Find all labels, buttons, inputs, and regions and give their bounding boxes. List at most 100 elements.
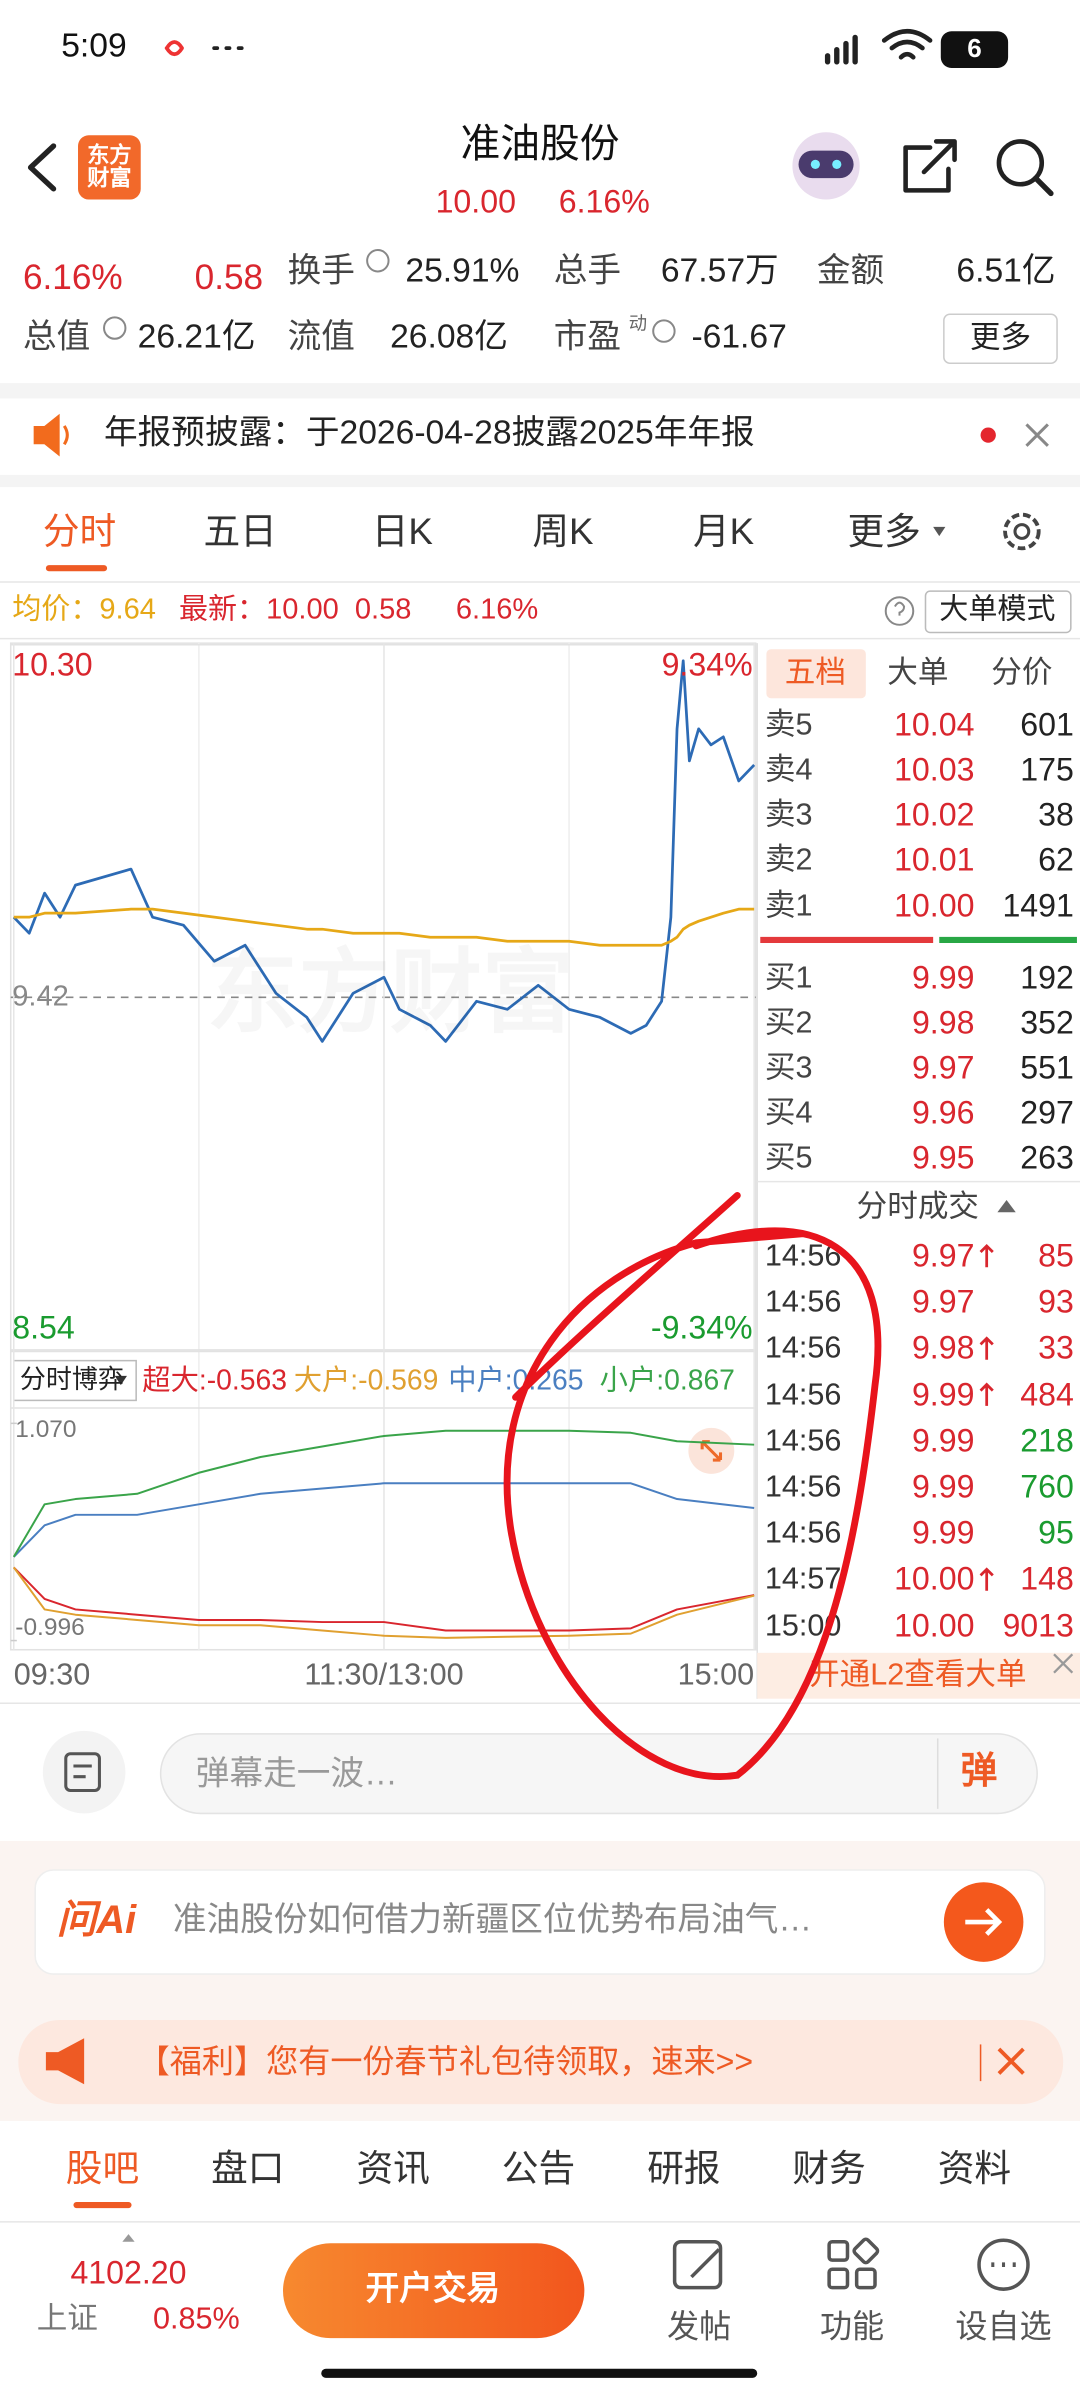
book-volume: 263 — [1020, 1139, 1074, 1176]
book-level: 卖4 — [764, 752, 813, 787]
series-line — [13, 1482, 755, 1558]
function-icon[interactable] — [827, 2239, 850, 2262]
series-line — [12, 1566, 755, 1639]
indicator-title[interactable]: 分时博弈 — [19, 1363, 124, 1394]
l2-link[interactable]: 开通L2查看大单 — [809, 1657, 1027, 1692]
app-logo — [78, 135, 141, 200]
header-change: 6.16% — [558, 183, 650, 220]
book-price: 9.98 — [911, 1004, 975, 1041]
y2-tick-label: 9.34% — [661, 646, 753, 683]
book-level: 买5 — [764, 1140, 813, 1175]
big-order-mode-button[interactable] — [924, 590, 1072, 634]
book-level: 买1 — [764, 959, 813, 994]
more-button[interactable]: 更多 — [969, 320, 1032, 355]
ai-question[interactable]: 准油股份如何借力新疆区位优势布局油气… — [172, 1902, 813, 1940]
section-tab[interactable]: 研报 — [647, 2148, 721, 2190]
book-price: 10.02 — [894, 796, 975, 833]
section-tab[interactable]: 股吧 — [65, 2148, 140, 2190]
danmaku-settings[interactable] — [42, 1730, 126, 1814]
close-notice[interactable] — [1025, 423, 1049, 447]
open-account-button[interactable] — [283, 2243, 585, 2339]
chart-tab[interactable]: 五日 — [203, 511, 277, 553]
chart-tab[interactable]: 月K — [692, 511, 755, 553]
section-tab[interactable]: 盘口 — [211, 2148, 285, 2190]
series-line — [13, 907, 755, 947]
book-volume: 352 — [1020, 1004, 1074, 1041]
action-label[interactable]: 设自选 — [955, 2308, 1052, 2345]
post-icon[interactable] — [672, 2239, 723, 2290]
change-amount: 0.58 — [194, 258, 264, 298]
chart-tab[interactable]: 周K — [532, 511, 594, 553]
danmaku-placeholder[interactable]: 弹幕走一波… — [195, 1755, 398, 1793]
up-arrow — [979, 1382, 994, 1406]
trade-price: 10.00 — [894, 1560, 975, 1597]
promo-text[interactable]: 【福利】您有一份春节礼包待领取，速来>> — [137, 2043, 754, 2080]
trades-title[interactable]: 分时成交 — [856, 1189, 980, 1224]
dropdown-icon — [933, 526, 946, 537]
book-price: 9.96 — [911, 1094, 975, 1131]
book-volume: 1491 — [1002, 887, 1074, 924]
book-volume: 175 — [1020, 751, 1074, 788]
chart-tab[interactable]: 分时 — [42, 511, 117, 553]
settings-button[interactable] — [1003, 512, 1041, 551]
book-tab[interactable]: 五档 — [784, 655, 846, 690]
section-tab[interactable]: 财务 — [792, 2148, 866, 2190]
quote-label: 总手 — [553, 252, 622, 290]
trade-volume: 85 — [1038, 1237, 1074, 1274]
book-tab[interactable]: 分价 — [991, 655, 1053, 690]
ai-question-box[interactable] — [34, 1869, 1046, 1975]
more-button[interactable] — [943, 313, 1058, 364]
legend-entry: 中户:0.265 — [448, 1363, 584, 1396]
close-promo[interactable] — [997, 2047, 1025, 2075]
index-name: 上证 — [36, 2301, 98, 2336]
series-line — [13, 1566, 755, 1632]
up-arrow — [979, 1567, 994, 1591]
trade-price: 9.99 — [911, 1468, 975, 1505]
last-price: 最新：10.00 — [178, 593, 339, 626]
quote-value: -61.67 — [691, 318, 787, 356]
open-account-label[interactable]: 开户交易 — [365, 2270, 501, 2308]
book-volume: 62 — [1038, 842, 1074, 878]
action-label[interactable]: 功能 — [819, 2308, 885, 2345]
book-level: 卖1 — [764, 888, 813, 923]
mode-label[interactable]: 大单模式 — [939, 593, 1056, 626]
section-tab[interactable]: 资讯 — [356, 2148, 430, 2190]
chart-tab[interactable]: 更多 — [847, 511, 921, 553]
indicator-select[interactable] — [13, 1359, 137, 1402]
y-tick-label: 10.30 — [12, 646, 93, 683]
watchlist-icon[interactable] — [977, 2238, 1030, 2291]
clock: 5:09 — [61, 28, 127, 66]
quote-label: 流值 — [287, 318, 355, 356]
active-book-tab[interactable] — [766, 649, 866, 699]
danmaku-input[interactable] — [159, 1733, 1038, 1815]
stock-name: 准油股份 — [460, 122, 620, 167]
notice-text: 年报预披露：于2026-04-28披露2025年年报 — [104, 415, 755, 453]
info-pct: 6.16% — [455, 593, 539, 626]
section-tab[interactable]: 资料 — [937, 2148, 1012, 2190]
trade-price: 9.98 — [911, 1329, 975, 1366]
legend-entry: 大户:-0.569 — [293, 1363, 439, 1396]
book-volume: 551 — [1020, 1049, 1074, 1086]
search-button[interactable] — [996, 139, 1045, 187]
home-indicator — [321, 2368, 758, 2378]
trade-time: 14:56 — [764, 1423, 842, 1458]
y-tick-label: 9.42 — [12, 979, 69, 1012]
share-button[interactable] — [903, 139, 957, 193]
danmaku-send[interactable]: 弹 — [960, 1750, 998, 1792]
series-line — [12, 1429, 755, 1558]
weibo-icon — [164, 40, 184, 57]
info-icon — [366, 249, 390, 273]
chart-tab[interactable]: 日K — [371, 511, 433, 553]
legend-entry: 小户:0.867 — [599, 1363, 735, 1396]
action-label[interactable]: 发帖 — [666, 2308, 732, 2345]
section-tab[interactable]: 公告 — [501, 2148, 576, 2190]
book-tab[interactable]: 大单 — [887, 655, 949, 690]
promo-banner[interactable] — [18, 2019, 1064, 2105]
trade-price: 9.97 — [911, 1283, 975, 1320]
x-tick-label: 11:30/13:00 — [304, 1657, 464, 1692]
x-tick-label: 15:00 — [677, 1657, 755, 1692]
back-button[interactable] — [27, 143, 57, 192]
quote-label: 换手 — [287, 252, 355, 290]
